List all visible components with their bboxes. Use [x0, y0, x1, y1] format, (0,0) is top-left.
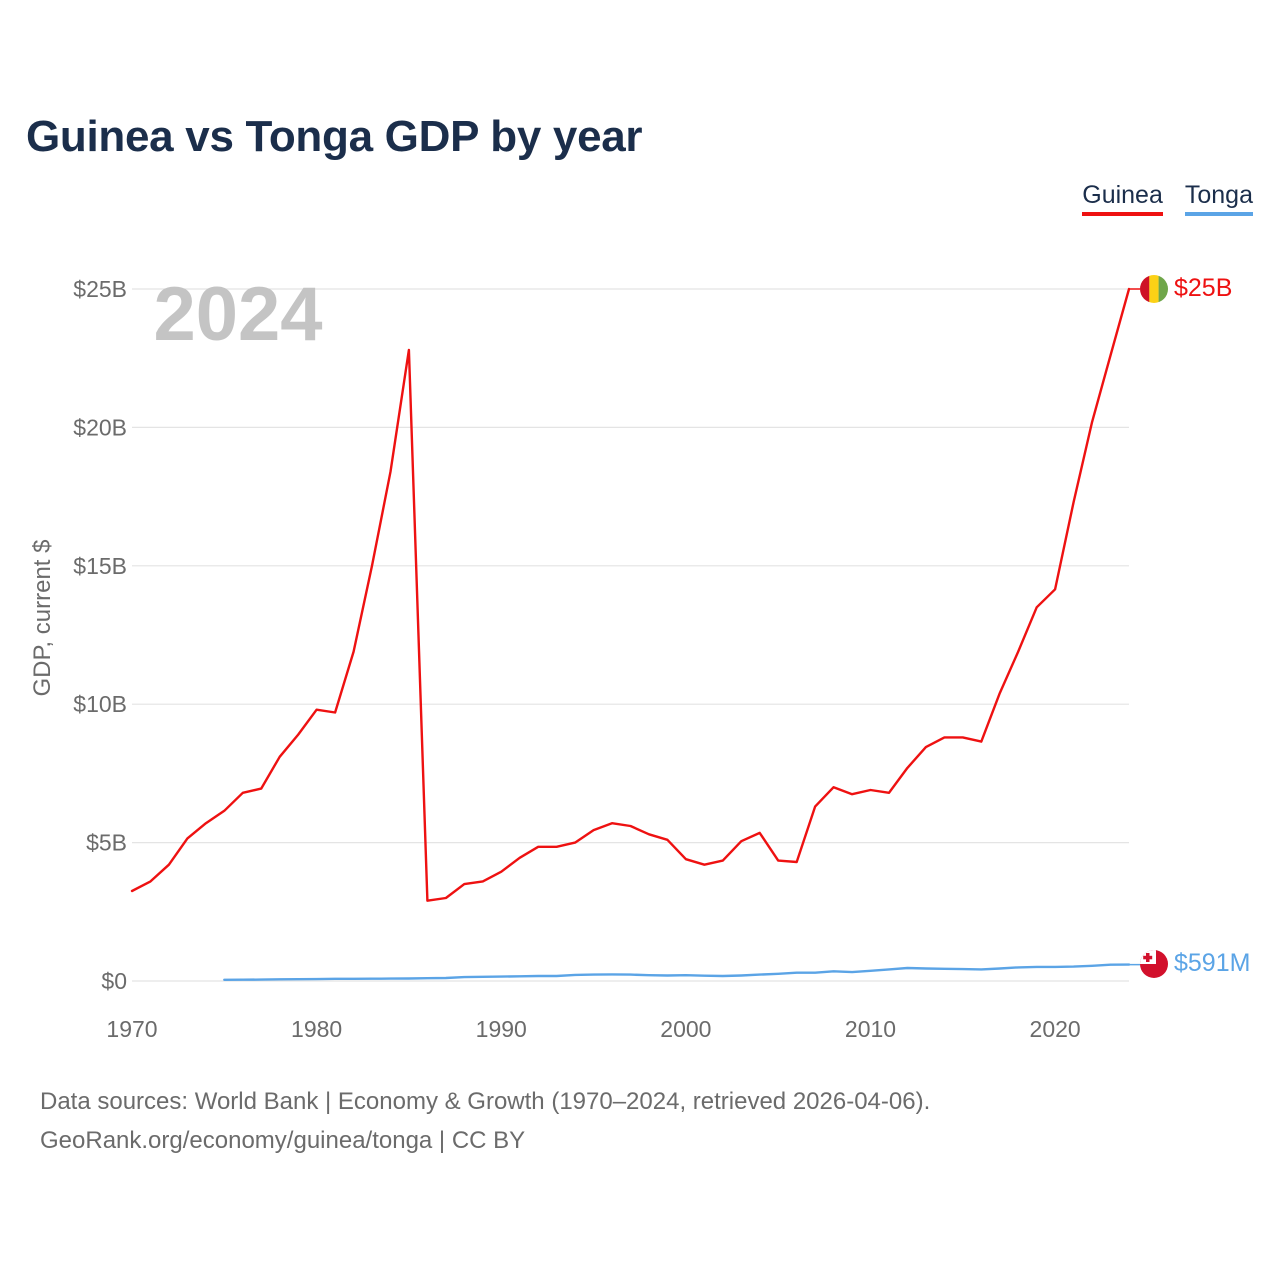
y-tick-label: $25B [73, 276, 127, 302]
y-axis-label: GDP, current $ [29, 540, 56, 697]
x-tick-label: 2020 [1030, 1016, 1081, 1042]
grid [132, 288, 1129, 982]
guinea-flag-icon [1140, 275, 1168, 303]
end-label-tonga: $591M [1174, 949, 1250, 977]
x-tick-label: 1990 [476, 1016, 527, 1042]
tonga-flag-icon [1140, 950, 1168, 978]
end-label-guinea: $25B [1174, 274, 1232, 302]
y-tick-label: $10B [73, 691, 127, 717]
chart-title: Guinea vs Tonga GDP by year [26, 112, 643, 161]
year-watermark: 2024 [153, 272, 322, 357]
y-tick-label: $0 [101, 968, 127, 994]
legend-item-guinea[interactable]: Guinea [1082, 181, 1163, 216]
footer: Data sources: World Bank | Economy & Gro… [40, 1082, 930, 1160]
y-axis-ticks: $0 $5B $10B $15B $20B $25B [73, 276, 127, 994]
y-tick-label: $5B [86, 830, 127, 856]
series [130, 287, 1140, 981]
x-axis-ticks: 1970 1980 1990 2000 2010 2020 [106, 1016, 1080, 1042]
data-sources-note: Data sources: World Bank | Economy & Gro… [40, 1088, 931, 1115]
legend: Guinea Tonga [1082, 181, 1253, 216]
source-url-license[interactable]: GeoRank.org/economy/guinea/tonga | CC BY [40, 1127, 526, 1154]
gdp-line-chart: 2024 $0 $5B $10B $15B $20B $25B 1970 1980 1990 2… [29, 272, 1250, 1042]
x-tick-label: 2000 [660, 1016, 711, 1042]
x-tick-label: 2010 [845, 1016, 896, 1042]
x-tick-label: 1970 [106, 1016, 157, 1042]
y-tick-label: $20B [73, 414, 127, 440]
legend-item-tonga[interactable]: Tonga [1184, 181, 1253, 216]
series-line-tonga[interactable] [223, 963, 1131, 981]
x-tick-label: 1980 [291, 1016, 342, 1042]
series-line-guinea[interactable] [130, 287, 1131, 902]
y-tick-label: $15B [73, 553, 127, 579]
